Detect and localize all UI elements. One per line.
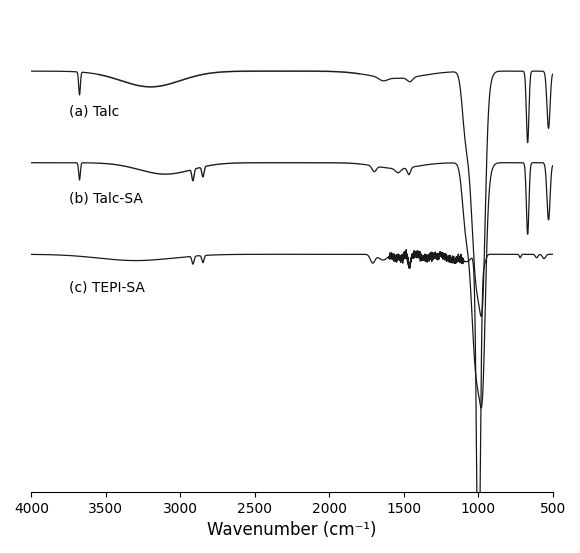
X-axis label: Wavenumber (cm⁻¹): Wavenumber (cm⁻¹) [208,521,377,539]
Text: (a) Talc: (a) Talc [68,104,119,118]
Text: (b) Talc-SA: (b) Talc-SA [68,191,143,205]
Text: (c) TEPI-SA: (c) TEPI-SA [68,280,144,294]
